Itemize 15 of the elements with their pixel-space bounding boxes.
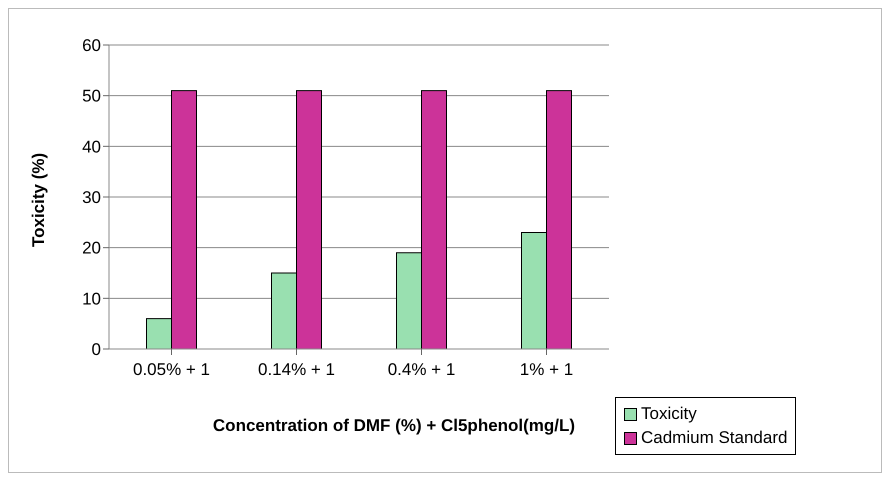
y-tick-label: 30 bbox=[82, 188, 101, 208]
y-tick-label: 20 bbox=[82, 238, 101, 258]
x-tick-label: 0.05% + 1 bbox=[132, 360, 210, 380]
y-tick-label: 60 bbox=[82, 36, 101, 56]
x-tick-label: 1% + 1 bbox=[520, 360, 574, 380]
y-tick-label: 0 bbox=[92, 340, 101, 360]
y-tick-label: 10 bbox=[82, 289, 101, 308]
x-tick-label: 0.4% + 1 bbox=[388, 360, 456, 380]
x-tick-label: 0.14% + 1 bbox=[258, 360, 336, 380]
legend-label: Cadmium Standard bbox=[641, 427, 788, 449]
y-tick-label: 50 bbox=[82, 86, 101, 106]
y-axis-title: Toxicity (%) bbox=[29, 152, 48, 247]
legend-label: Toxicity bbox=[641, 403, 697, 425]
y-tick-label: 40 bbox=[82, 137, 101, 156]
x-axis-title: Concentration of DMF (%) + Cl5phenol(mg/L) bbox=[212, 415, 576, 437]
